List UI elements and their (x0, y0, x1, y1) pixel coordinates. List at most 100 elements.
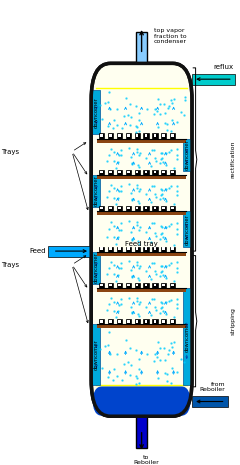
Point (114, 277, 118, 285)
Point (137, 312, 141, 320)
Bar (134, 319, 140, 325)
Point (169, 146, 173, 154)
Point (155, 193, 158, 201)
Point (135, 294, 139, 302)
Point (150, 146, 154, 153)
Bar (48, 246, 91, 257)
Bar (152, 283, 158, 288)
Bar (117, 246, 122, 252)
Text: Feed: Feed (29, 248, 46, 254)
Bar (118, 134, 121, 137)
Point (163, 369, 167, 377)
Bar (100, 134, 103, 137)
Point (130, 235, 134, 242)
Point (144, 190, 148, 198)
Point (182, 112, 186, 119)
Point (169, 259, 173, 267)
Point (112, 158, 116, 165)
Point (169, 339, 173, 347)
Bar (154, 247, 156, 250)
Point (150, 182, 154, 190)
Point (164, 223, 168, 230)
Bar (192, 74, 235, 85)
Point (161, 186, 164, 193)
Point (128, 372, 132, 379)
Point (175, 295, 179, 302)
Bar (145, 320, 147, 323)
Bar (152, 170, 158, 175)
Point (117, 226, 120, 233)
Point (165, 378, 169, 385)
Point (112, 148, 116, 156)
Bar (126, 206, 131, 211)
Point (182, 359, 186, 366)
Bar (126, 170, 131, 175)
Point (112, 194, 116, 201)
Point (153, 191, 157, 198)
Point (159, 155, 163, 163)
Point (115, 351, 119, 358)
Text: downcomer: downcomer (94, 252, 99, 283)
Bar (127, 320, 130, 323)
Point (134, 102, 138, 109)
Point (134, 380, 138, 388)
Point (175, 230, 179, 238)
Point (130, 309, 134, 317)
Point (165, 126, 169, 133)
Bar (154, 320, 156, 323)
Point (170, 343, 174, 351)
Text: downcomer: downcomer (184, 321, 189, 352)
Point (134, 346, 138, 354)
Bar (183, 139, 191, 171)
Bar (117, 133, 122, 139)
Point (156, 374, 160, 382)
Point (107, 187, 111, 195)
Bar (134, 206, 140, 211)
Point (167, 298, 170, 305)
Bar (136, 284, 138, 286)
Bar (183, 211, 191, 247)
Bar (99, 206, 104, 211)
Point (163, 356, 167, 363)
Point (150, 259, 154, 266)
Point (164, 185, 168, 193)
Point (107, 151, 111, 159)
Bar (143, 133, 149, 139)
Bar (145, 284, 147, 286)
Point (175, 300, 179, 308)
Bar (108, 206, 113, 211)
Point (175, 268, 179, 275)
Point (135, 148, 139, 155)
Bar (171, 207, 174, 209)
Point (183, 93, 186, 100)
Bar (154, 207, 156, 209)
Point (130, 195, 134, 203)
Point (135, 375, 139, 382)
Bar (134, 170, 140, 175)
Bar (97, 211, 186, 215)
Point (153, 350, 157, 358)
Bar (145, 134, 147, 137)
Point (137, 152, 141, 159)
Point (128, 100, 132, 108)
Point (137, 226, 141, 233)
Point (161, 299, 164, 306)
Point (161, 158, 165, 165)
Bar (145, 207, 147, 209)
Point (169, 127, 173, 134)
Point (116, 158, 120, 166)
Point (106, 98, 110, 106)
Bar (134, 283, 140, 288)
Bar (109, 134, 112, 137)
Point (123, 360, 126, 368)
Bar (127, 207, 130, 209)
Bar (161, 133, 166, 139)
Point (150, 198, 153, 206)
Bar (127, 171, 130, 173)
Point (123, 113, 126, 120)
Point (164, 274, 168, 282)
Point (119, 295, 123, 303)
Point (109, 258, 113, 266)
Point (152, 182, 156, 190)
Point (159, 305, 163, 312)
